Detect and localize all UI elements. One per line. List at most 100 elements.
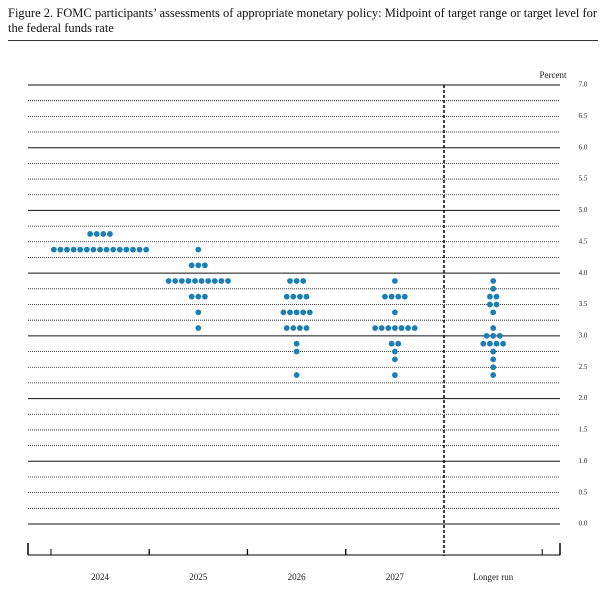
dot — [392, 372, 398, 378]
dot — [378, 325, 385, 331]
dot — [70, 246, 77, 253]
dot — [211, 278, 218, 284]
x-tick-label: 2025 — [189, 572, 208, 582]
dot — [398, 325, 405, 331]
dot — [388, 293, 395, 300]
y-tick-label: 3.0 — [579, 331, 588, 339]
y-tick-label: 6.0 — [579, 143, 588, 151]
dot — [93, 231, 100, 237]
dot — [100, 231, 107, 237]
dot — [490, 348, 497, 355]
dot — [496, 332, 503, 339]
dot — [395, 340, 402, 347]
dot — [300, 278, 307, 284]
dot — [487, 293, 493, 300]
dot — [297, 325, 303, 331]
dot — [280, 309, 287, 316]
dot — [195, 246, 202, 253]
dot — [401, 293, 408, 300]
dot — [490, 285, 497, 292]
y-tick-label: 4.5 — [579, 237, 588, 245]
dot — [490, 372, 497, 378]
y-tick-label: 2.5 — [579, 363, 588, 371]
dot — [64, 246, 70, 253]
y-tick-label: 0.5 — [579, 488, 588, 496]
dot — [490, 309, 497, 316]
x-tick-label: 2027 — [386, 572, 405, 582]
dot — [487, 340, 493, 347]
dot — [185, 278, 192, 284]
dot — [283, 325, 290, 331]
dot — [188, 293, 195, 300]
y-tick-label: 1.5 — [579, 426, 588, 434]
dot — [192, 278, 198, 284]
dot — [385, 325, 392, 331]
x-tick-label: 2026 — [288, 572, 307, 582]
dot — [483, 332, 490, 339]
dot — [195, 262, 202, 269]
dot — [290, 325, 297, 331]
dot — [500, 340, 506, 347]
dot — [143, 246, 150, 253]
dot — [218, 278, 225, 284]
dot — [165, 278, 172, 284]
dot — [195, 309, 202, 316]
x-tick-label: Longer run — [473, 572, 514, 582]
dot — [372, 325, 378, 331]
dot — [107, 231, 113, 237]
dot — [395, 293, 402, 300]
dot — [392, 356, 398, 363]
dot — [392, 348, 398, 355]
dot — [392, 325, 398, 331]
x-tick-label: 2024 — [91, 572, 110, 582]
dot — [303, 293, 310, 300]
dot — [90, 246, 97, 253]
dot — [490, 356, 497, 363]
y-tick-label: 5.5 — [579, 175, 588, 183]
dot — [87, 231, 93, 237]
dot — [97, 246, 103, 253]
dot — [382, 293, 388, 300]
dot — [411, 325, 418, 331]
y-tick-label: 7.0 — [579, 81, 588, 89]
dot — [490, 364, 497, 371]
dot — [293, 348, 300, 355]
y-axis-label: Percent — [540, 70, 567, 80]
dot — [487, 301, 493, 308]
dot — [172, 278, 179, 284]
dot — [225, 278, 231, 284]
y-tick-label: 2.0 — [579, 394, 588, 402]
dot — [110, 246, 117, 253]
dot — [178, 278, 185, 284]
chart-title: Figure 2. FOMC participants’ assessments… — [8, 6, 598, 41]
dot — [490, 325, 497, 331]
dot — [293, 372, 300, 378]
dot — [306, 309, 313, 316]
y-tick-label: 3.5 — [579, 300, 588, 308]
dot — [188, 262, 195, 269]
dot — [202, 293, 208, 300]
dot — [202, 262, 208, 269]
dot — [493, 293, 500, 300]
dot — [490, 278, 497, 284]
y-tick-label: 4.0 — [579, 269, 588, 277]
dot — [195, 325, 202, 331]
dot — [136, 246, 143, 253]
dot — [297, 293, 303, 300]
dot — [116, 246, 123, 253]
dot — [405, 325, 411, 331]
dot — [50, 246, 57, 253]
dot — [392, 309, 398, 316]
dot — [303, 325, 310, 331]
dot — [293, 309, 300, 316]
dot — [392, 278, 398, 284]
dot — [290, 293, 297, 300]
dot — [195, 293, 202, 300]
dot — [283, 293, 290, 300]
y-tick-label: 5.0 — [579, 206, 588, 214]
dot — [205, 278, 212, 284]
dot — [57, 246, 64, 253]
dot — [130, 246, 136, 253]
